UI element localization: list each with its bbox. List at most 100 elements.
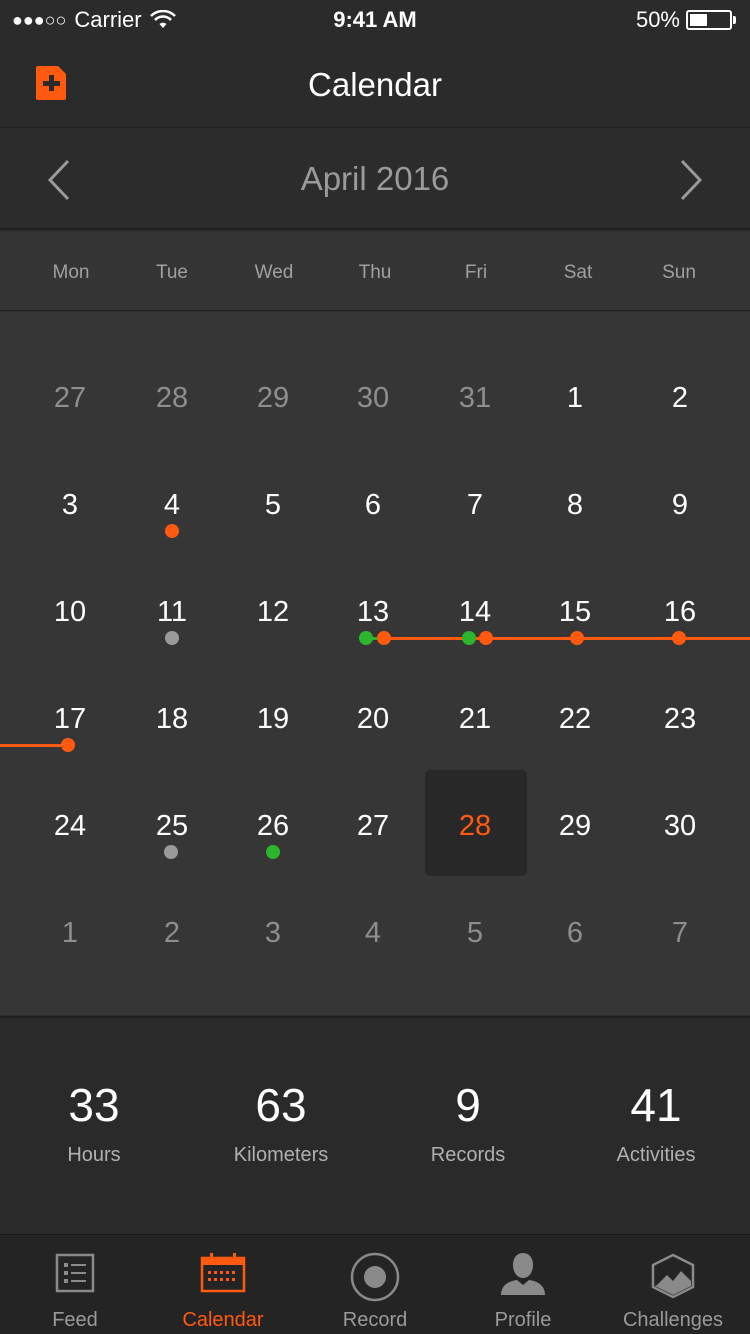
calendar-day[interactable]: 2 [163,917,181,949]
calendar-day[interactable]: 12 [256,596,290,628]
calendar-day[interactable]: 27 [356,810,390,842]
stat-label: Kilometers [233,1144,329,1166]
calendar-day[interactable]: 13 [356,596,390,628]
calendar-day[interactable]: 7 [671,917,689,949]
tab-challenges[interactable]: Challenges [598,1235,748,1334]
calendar-day[interactable]: 9 [671,489,689,521]
tab-label: Record [342,1309,408,1331]
calendar-day[interactable]: 19 [256,703,290,735]
status-time: 9:41 AM [333,7,417,32]
battery-icon [686,10,732,30]
tab-feed[interactable]: Feed [0,1235,150,1334]
stat-value: 9 [455,1079,481,1131]
calendar-day[interactable]: 24 [53,810,87,842]
calendar-day[interactable]: 21 [458,703,492,735]
selected-day-highlight [425,770,527,876]
calendar-day[interactable]: 16 [663,596,697,628]
activity-dot [61,738,75,752]
activity-dot [165,524,179,538]
weekday-thu: Thu [358,262,392,283]
calendar-day[interactable]: 22 [558,703,592,735]
activity-dot [359,631,373,645]
challenge-badge-icon [651,1253,695,1299]
calendar-day[interactable]: 25 [155,810,189,842]
calendar-day[interactable]: 30 [663,810,697,842]
calendar-day[interactable]: 5 [264,489,282,521]
calendar-day[interactable]: 18 [155,703,189,735]
new-document-icon[interactable] [36,66,68,100]
month-selector: April 2016 [0,129,750,230]
tab-calendar[interactable]: Calendar [148,1235,298,1334]
calendar-day[interactable]: 10 [53,596,87,628]
activity-dot [164,845,178,859]
calendar-day[interactable]: 30 [356,382,390,414]
tab-record[interactable]: Record [300,1235,450,1334]
weekday-header-row: Mon Tue Wed Thu Fri Sat Sun [0,232,750,311]
activity-span-orange [384,637,750,640]
calendar-day[interactable]: 29 [256,382,290,414]
battery-percent: 50% [635,7,680,32]
battery-tip [733,16,736,24]
calendar-day[interactable]: 29 [558,810,592,842]
carrier-info: ●●●○○ Carrier [12,7,176,33]
activity-dot [570,631,584,645]
weekday-wed: Wed [254,262,294,283]
tab-bar: Feed Calendar Record Profile [0,1234,750,1334]
calendar-day[interactable]: 4 [364,917,382,949]
calendar-day[interactable]: 7 [466,489,484,521]
stats-summary: 33 Hours 63 Kilometers 9 Records 41 Acti… [0,1016,750,1234]
stat-activities: 41 Activities [562,1078,750,1167]
chevron-right-icon[interactable] [676,159,706,201]
calendar-day[interactable]: 4 [163,489,181,521]
activity-dot [165,631,179,645]
calendar-day[interactable]: 3 [264,917,282,949]
battery-indicator: 50% [636,7,736,33]
activity-dot [266,845,280,859]
weekday-tue: Tue [155,262,189,283]
weekday-mon: Mon [52,262,90,283]
calendar-day[interactable]: 14 [458,596,492,628]
month-label: April 2016 [300,160,450,197]
calendar-day[interactable]: 23 [663,703,697,735]
calendar-day[interactable]: 2 [671,382,689,414]
stat-label: Activities [616,1144,696,1166]
tab-profile[interactable]: Profile [448,1235,598,1334]
calendar-day[interactable]: 5 [466,917,484,949]
calendar-day[interactable]: 11 [156,596,188,628]
calendar-day[interactable]: 27 [53,382,87,414]
activity-dot [479,631,493,645]
stat-value: 33 [68,1079,120,1131]
calendar-day[interactable]: 8 [566,489,584,521]
stat-label: Records [430,1144,506,1166]
tab-label: Calendar [182,1309,264,1331]
calendar-day[interactable]: 28 [155,382,189,414]
stat-value: 41 [630,1079,682,1131]
signal-strength-icon: ●●●○○ [12,9,67,30]
weekday-fri: Fri [464,262,488,283]
calendar-icon [200,1253,246,1293]
calendar-day[interactable]: 20 [356,703,390,735]
calendar-day[interactable]: 15 [558,596,592,628]
status-bar: ●●●○○ Carrier 9:41 AM 50% [0,0,750,40]
calendar-day[interactable]: 3 [61,489,79,521]
activity-dot [377,631,391,645]
calendar-day[interactable]: 6 [364,489,382,521]
carrier-name: Carrier [74,7,142,32]
record-icon [350,1252,400,1302]
calendar-day[interactable]: 1 [566,382,584,414]
list-icon [55,1253,95,1293]
calendar-day[interactable]: 17 [53,703,87,735]
activity-dot [462,631,476,645]
activity-dot [672,631,686,645]
activity-span-orange-continued [0,744,68,747]
chevron-left-icon[interactable] [44,159,74,201]
person-icon [501,1253,545,1295]
tab-label: Feed [52,1309,98,1331]
calendar-day[interactable]: 28 [458,810,492,842]
calendar-day[interactable]: 1 [61,917,79,949]
calendar-day[interactable]: 31 [458,382,492,414]
calendar-day[interactable]: 26 [256,810,290,842]
stat-hours: 33 Hours [0,1078,188,1167]
calendar-day[interactable]: 6 [566,917,584,949]
stat-label: Hours [67,1144,121,1166]
